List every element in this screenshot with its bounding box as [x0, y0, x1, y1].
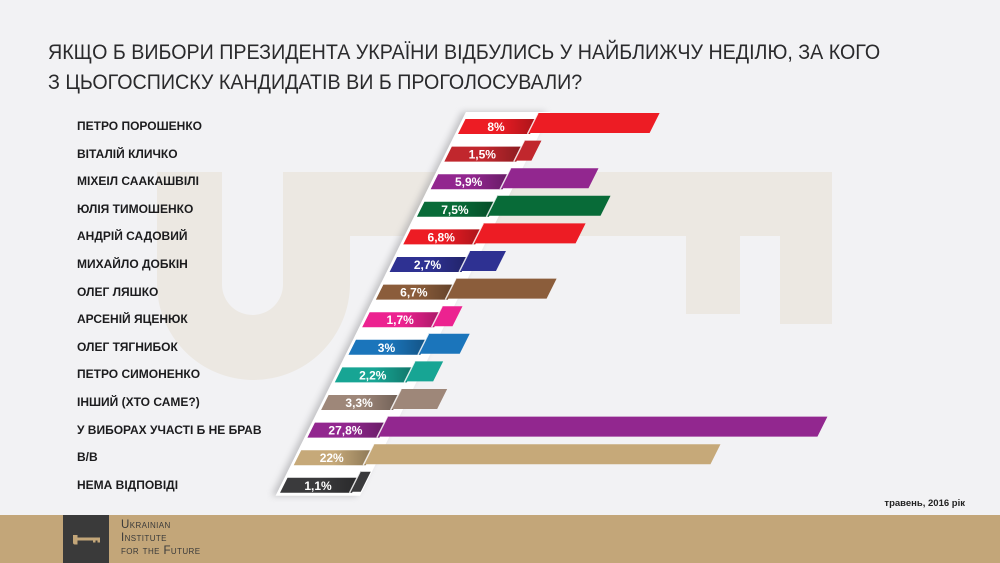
value-label: 22%	[320, 451, 344, 465]
fold-line	[389, 388, 402, 411]
value-label-shading	[430, 174, 511, 190]
category-label: АРСЕНІЙ ЯЦЕНЮК	[77, 312, 188, 327]
fold-line	[485, 195, 498, 218]
bar-row: 22%	[293, 443, 721, 466]
category-label: ОЛЕГ ЛЯШКО	[77, 284, 159, 299]
value-label-shading	[416, 201, 497, 217]
value-label: 3,3%	[345, 396, 373, 410]
value-label-shading	[444, 146, 524, 162]
bar	[350, 471, 371, 492]
category-label: ІНШИЙ (ХТО САМЕ?)	[77, 395, 200, 409]
value-label-shading	[293, 450, 374, 466]
value-label: 3%	[378, 341, 396, 355]
bar	[459, 251, 506, 271]
survey-date: травень, 2016 рік	[884, 498, 965, 509]
fold-line	[431, 305, 443, 328]
category-label: НЕМА ВІДПОВІДІ	[77, 477, 179, 492]
value-label: 1,5%	[469, 148, 497, 162]
value-label: 7,5%	[441, 203, 469, 217]
bar	[500, 168, 599, 189]
category-label: ПЕТРО СИМОНЕНКО	[77, 367, 201, 382]
value-label: 6,7%	[400, 286, 428, 300]
footer-band: Ukrainian Institute for the Future	[0, 515, 1000, 563]
category-label: ПЕТРО ПОРОШЕНКО	[77, 119, 202, 133]
bar-row: 3%	[348, 333, 470, 356]
watermark-u-key-shape	[157, 172, 832, 380]
bar-row: 3,3%	[321, 388, 448, 411]
category-label: ОЛЕГ ТЯГНИБОК	[77, 339, 178, 354]
value-label-shading	[334, 367, 415, 383]
bar	[473, 223, 586, 244]
bar	[418, 333, 470, 354]
value-label: 27,8%	[328, 424, 362, 438]
value-label-shading	[362, 312, 442, 328]
category-label: В/В	[77, 450, 98, 465]
category-label: У ВИБОРАХ УЧАСТІ Б НЕ БРАВ	[77, 422, 262, 437]
category-label: АНДРІЙ САДОВИЙ	[77, 229, 188, 244]
value-label-shading	[458, 119, 538, 134]
value-label: 5,9%	[455, 175, 483, 189]
logo-box	[63, 515, 109, 563]
value-label-shading	[348, 339, 428, 355]
value-label: 8%	[487, 120, 505, 134]
value-label-shading	[307, 422, 387, 438]
value-label: 2,2%	[359, 368, 387, 382]
fold-line	[472, 223, 484, 245]
category-label: МІХЕІЛ СААКАШВІЛІ	[77, 174, 199, 189]
key-icon	[73, 535, 100, 545]
fold-line	[444, 278, 457, 300]
fold-line	[526, 112, 539, 135]
bar-row: 27,8%	[307, 416, 828, 438]
fold-line	[513, 140, 525, 162]
bar-row: 5,9%	[430, 167, 599, 190]
bar-row: 1,7%	[362, 305, 463, 328]
bar	[377, 416, 828, 437]
fold-line	[499, 167, 512, 190]
bar-row: 2,2%	[334, 361, 444, 383]
value-label-shading	[321, 395, 401, 410]
org-name-line-3: for the Future	[121, 545, 201, 557]
bar	[404, 361, 444, 382]
value-label-shading	[280, 477, 360, 493]
fold-line	[458, 250, 471, 273]
bar-row: 8%	[458, 112, 660, 135]
bar	[514, 140, 542, 161]
category-label: ЮЛІЯ ТИМОШЕНКО	[77, 201, 194, 216]
fold-line	[348, 471, 361, 494]
category-label: ВІТАЛІЙ КЛИЧКО	[77, 146, 178, 161]
fold-line	[403, 361, 416, 383]
value-label: 1,7%	[386, 313, 414, 327]
org-name-line-1: Ukrainian	[121, 519, 171, 531]
bar	[363, 444, 721, 465]
fold-line	[376, 416, 389, 438]
value-label-shading	[389, 257, 470, 272]
bar-row: 1,5%	[444, 140, 542, 162]
bar-row: 6,7%	[375, 278, 557, 300]
bar	[445, 278, 557, 299]
bar-row: 1,1%	[280, 471, 371, 494]
chart-title-line-2: З ЦЬОГОСПИСКУ КАНДИДАТІВ ВИ Б ПРОГОЛОСУВ…	[48, 70, 583, 94]
bar-row: 2,7%	[389, 250, 506, 273]
bar	[391, 389, 448, 409]
bar-row: 7,5%	[416, 195, 611, 218]
org-name-line-2: Institute	[121, 532, 167, 544]
category-label: МИХАЙЛО ДОБКІН	[77, 257, 188, 271]
organization-name: Ukrainian Institute for the Future	[121, 519, 200, 558]
fold-line	[362, 443, 375, 466]
value-label-shading	[375, 284, 456, 300]
value-label: 1,1%	[304, 479, 332, 493]
value-label: 2,7%	[414, 258, 442, 272]
value-label: 6,8%	[428, 230, 456, 244]
chart-title-line-1: ЯКЩО Б ВИБОРИ ПРЕЗИДЕНТА УКРАЇНИ ВІДБУЛИ…	[48, 40, 881, 64]
bar-row: 6,8%	[403, 223, 586, 245]
bar	[528, 113, 660, 133]
fold-line	[417, 333, 430, 356]
bar	[486, 195, 611, 216]
value-label-shading	[403, 229, 483, 245]
